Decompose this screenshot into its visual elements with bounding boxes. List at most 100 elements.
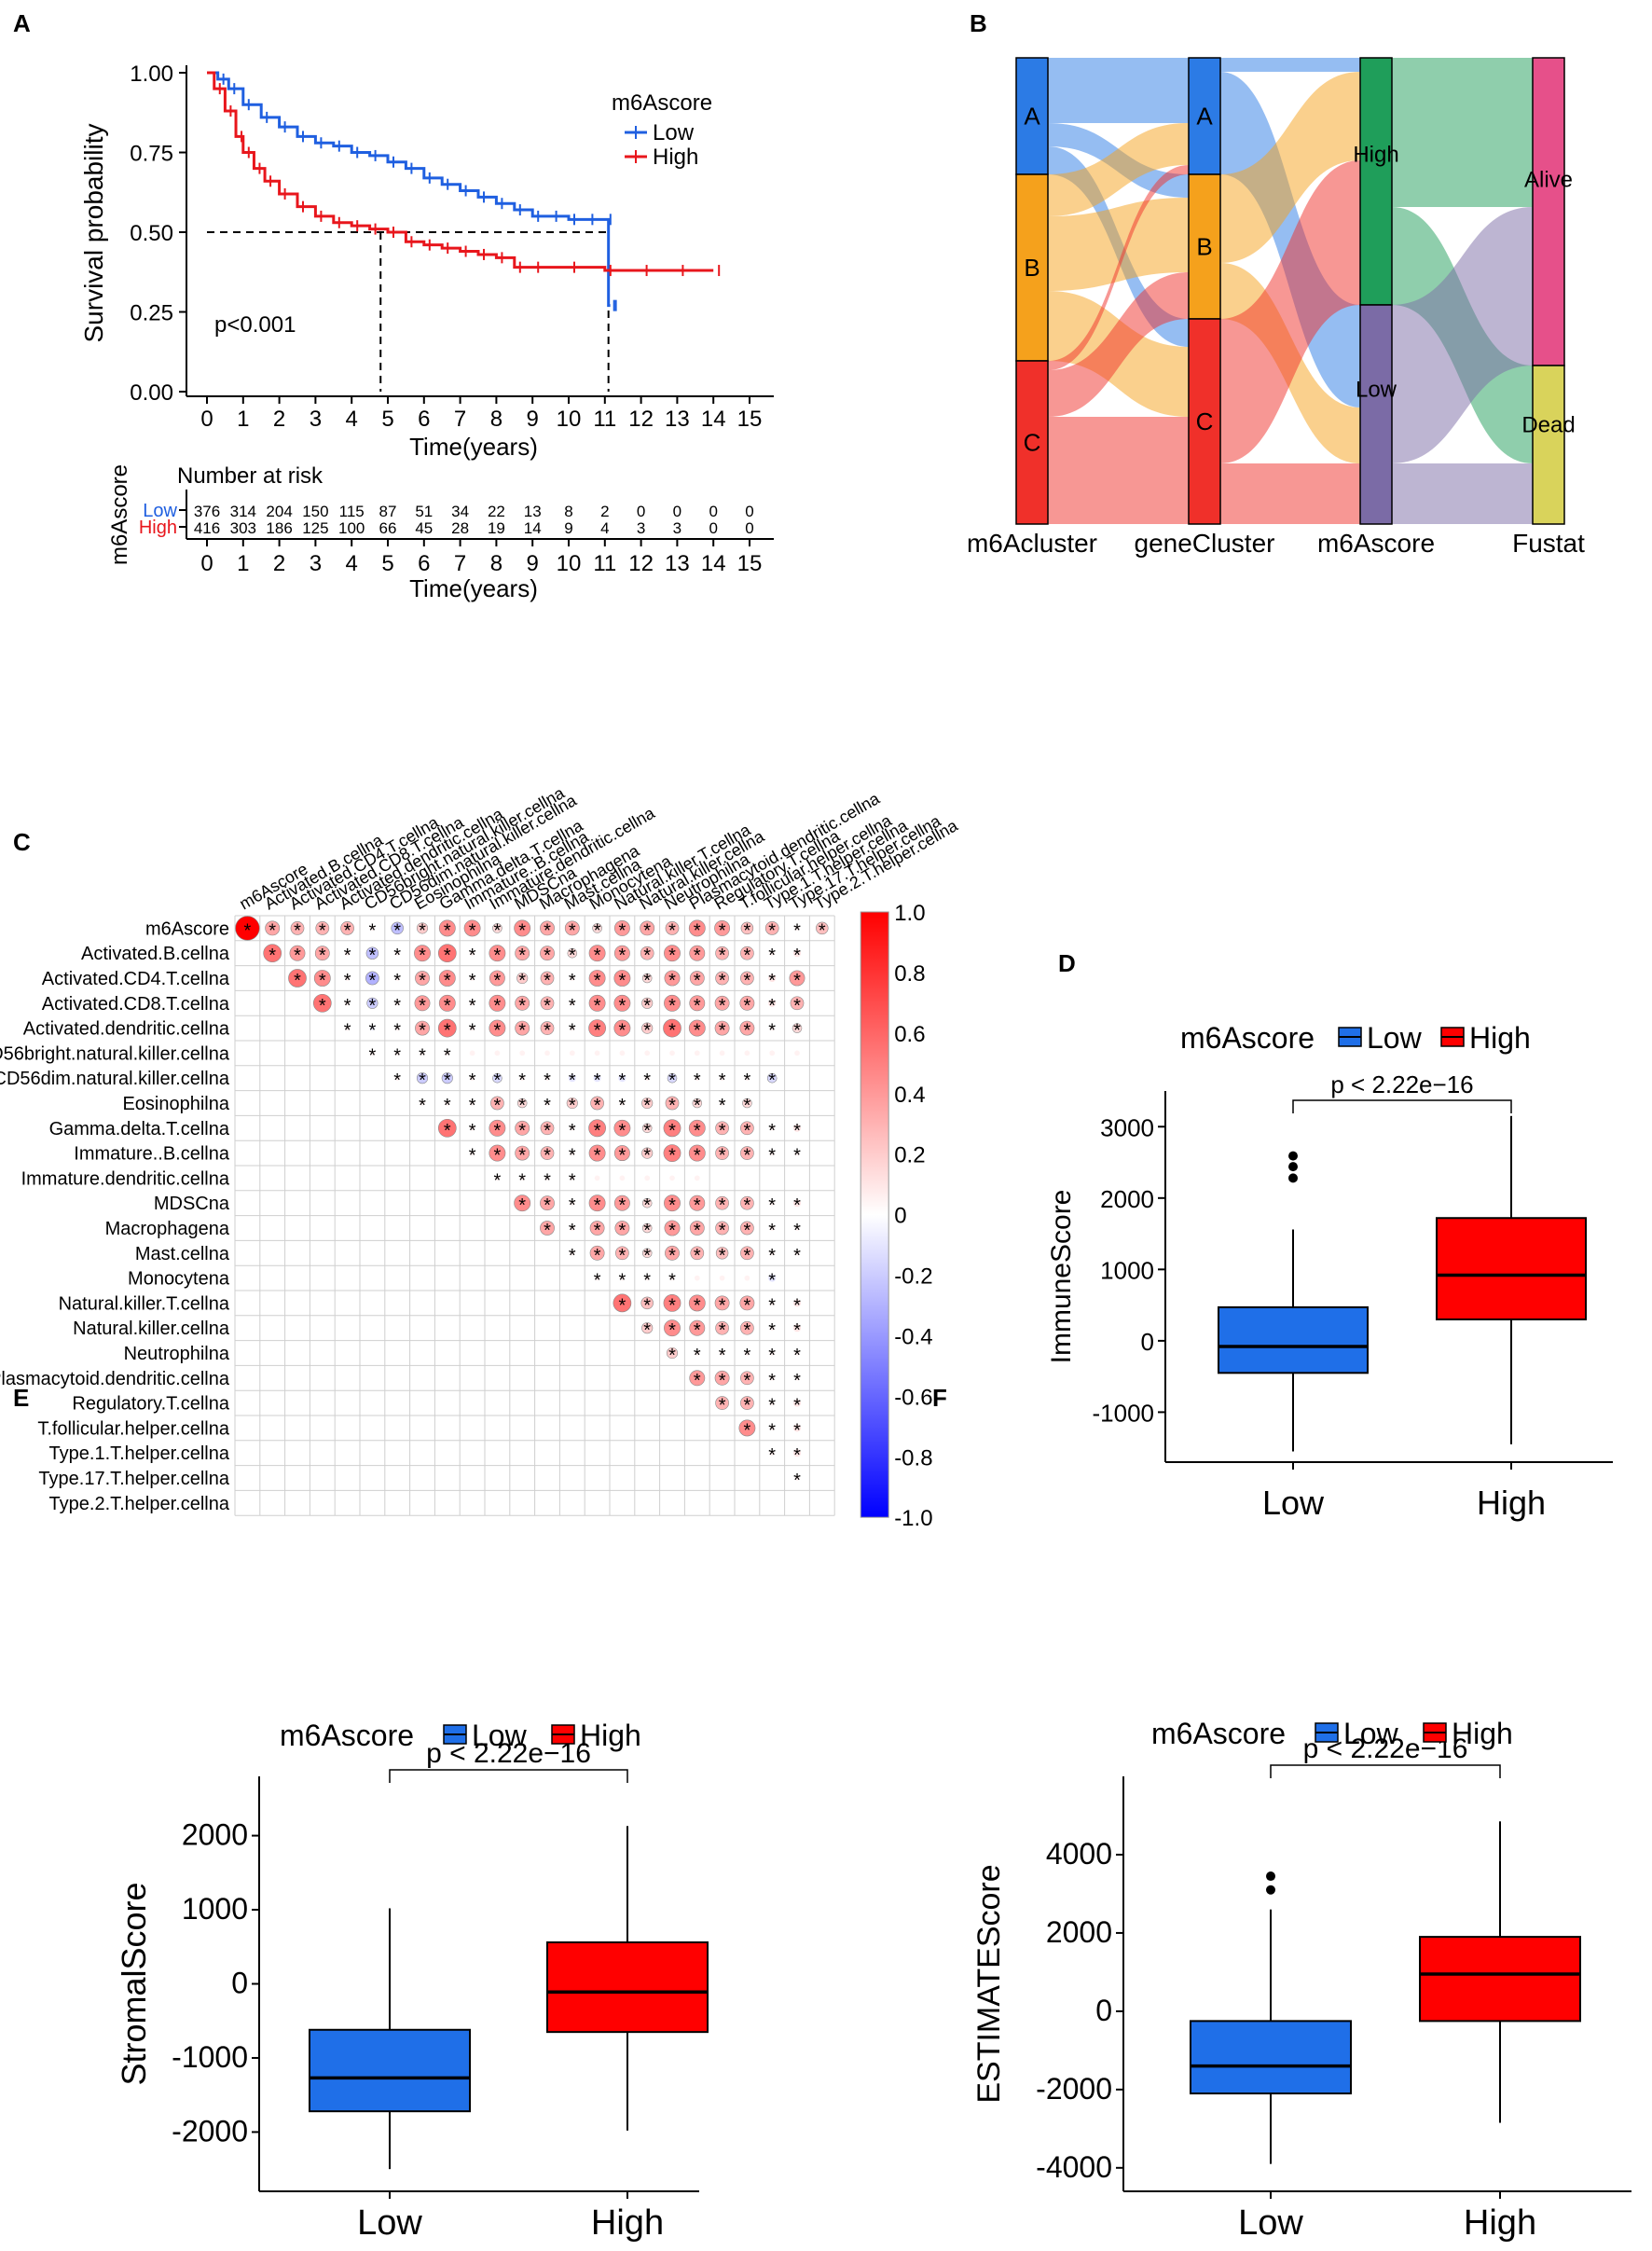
- significance-star: *: [518, 920, 526, 941]
- corr-circle: [544, 1075, 550, 1082]
- significance-star: *: [419, 946, 426, 966]
- significance-star: *: [643, 1246, 651, 1266]
- corr-circle: [644, 1175, 651, 1181]
- p-value: p<0.001: [214, 312, 296, 338]
- corr-circle: [740, 1221, 754, 1236]
- significance-star: *: [569, 996, 576, 1016]
- corr-circle: [569, 1150, 575, 1156]
- corr-circle: [766, 1072, 778, 1084]
- row-label: Activated.CD4.T.cellna: [42, 969, 230, 989]
- corr-circle: [444, 1050, 450, 1056]
- corr-circle: [715, 1247, 729, 1260]
- corr-circle: [640, 946, 654, 960]
- significance-star: *: [744, 1346, 751, 1366]
- corr-circle: [641, 997, 654, 1009]
- significance-star: *: [793, 971, 801, 991]
- corr-circle: [540, 1221, 555, 1236]
- legend-label: Low: [472, 1719, 528, 1752]
- corr-circle: [641, 1248, 653, 1259]
- sankey-node-label: A: [1196, 103, 1213, 131]
- significance-star: *: [393, 1021, 401, 1042]
- x-tick-label: 4: [346, 407, 358, 432]
- corr-circle: [414, 945, 431, 962]
- corr-circle: [437, 944, 457, 963]
- risk-x-tick-label: 1: [237, 551, 249, 576]
- corr-circle: [794, 1350, 800, 1356]
- corr-circle: [515, 1120, 530, 1136]
- significance-star: *: [793, 1445, 801, 1466]
- significance-bracket: [1270, 1764, 1501, 1778]
- corr-circle: [769, 1325, 776, 1332]
- corr-circle: [416, 922, 429, 934]
- corr-circle: [619, 1050, 626, 1056]
- sankey-flow: [1048, 58, 1189, 123]
- corr-circle: [615, 1246, 629, 1261]
- sankey-flow: [1220, 160, 1360, 463]
- corr-circle: [792, 1324, 802, 1333]
- corr-circle: [640, 1296, 654, 1310]
- corr-circle: [494, 1050, 501, 1056]
- significance-star: *: [719, 1346, 726, 1366]
- significance-star: *: [819, 920, 826, 941]
- corr-circle: [594, 1275, 600, 1281]
- corr-circle: [469, 1000, 475, 1006]
- significance-star: *: [744, 1320, 751, 1341]
- sankey-node: [1359, 304, 1393, 525]
- significance-star: *: [619, 1221, 626, 1241]
- corr-circle: [669, 1050, 675, 1056]
- corr-circle: [263, 944, 282, 963]
- row-label: Mast.cellna: [135, 1244, 230, 1264]
- x-tick-label: 11: [593, 407, 616, 432]
- significance-star: *: [469, 1146, 476, 1167]
- corr-circle: [744, 1050, 750, 1056]
- risk-x-tick-label: 7: [454, 551, 466, 576]
- significance-star: *: [744, 1420, 751, 1441]
- y-tick-label: 0.25: [130, 301, 173, 326]
- corr-circle: [489, 994, 506, 1012]
- significance-star: *: [569, 920, 576, 941]
- y-tick-label: 0: [231, 1967, 248, 2000]
- x-tick-label: High: [1464, 2203, 1536, 2243]
- significance-star: *: [569, 971, 576, 991]
- y-tick-label: 0: [1095, 1994, 1112, 2027]
- significance-star: *: [494, 1170, 502, 1191]
- corr-circle: [619, 1175, 626, 1181]
- significance-star: *: [518, 1021, 526, 1042]
- corr-circle: [588, 945, 606, 962]
- corr-circle: [694, 1075, 700, 1082]
- significance-star: *: [719, 1295, 726, 1316]
- corr-circle: [614, 1221, 630, 1236]
- sankey-node-label: C: [1196, 407, 1214, 435]
- significance-star: *: [668, 1146, 676, 1167]
- corr-circle: [540, 920, 555, 936]
- corr-circle: [391, 921, 404, 935]
- corr-circle: [540, 1121, 555, 1136]
- significance-star: *: [619, 1195, 626, 1216]
- corr-circle: [689, 1370, 706, 1387]
- significance-star: *: [668, 1021, 676, 1042]
- corr-circle: [739, 1020, 755, 1036]
- corr-circle: [714, 1370, 730, 1386]
- significance-star: *: [768, 1195, 776, 1216]
- corr-circle: [540, 1195, 555, 1211]
- significance-star: *: [744, 1121, 751, 1141]
- corr-circle: [394, 1050, 401, 1056]
- corr-circle: [688, 1019, 706, 1037]
- corr-circle: [313, 970, 331, 987]
- sankey-flow: [1048, 272, 1189, 417]
- significance-star: *: [768, 1346, 776, 1366]
- corr-circle: [740, 946, 754, 960]
- significance-star: *: [544, 1096, 551, 1116]
- significance-star: *: [494, 971, 502, 991]
- risk-count: 2: [600, 503, 609, 520]
- risk-count: 28: [451, 519, 469, 537]
- corr-circle: [441, 1072, 453, 1084]
- corr-circle: [394, 950, 401, 957]
- sankey-node-label: B: [1024, 254, 1039, 282]
- risk-x-tick-label: 15: [737, 551, 763, 576]
- significance-star: *: [719, 1221, 726, 1241]
- risk-count: 0: [673, 503, 681, 520]
- corr-circle: [544, 1050, 550, 1056]
- panel-b-sankey: B A B C A B C High Low Alive Dead m6Acluster geneClu…: [967, 9, 1585, 558]
